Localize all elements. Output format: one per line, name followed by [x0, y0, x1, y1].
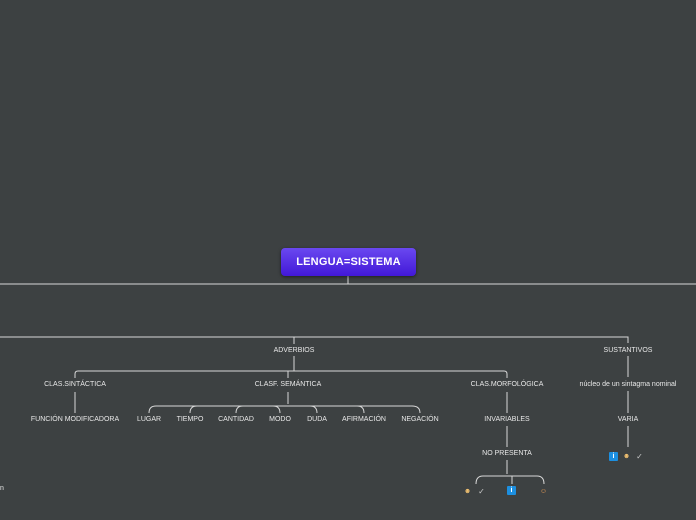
topic-varia[interactable]: VARIA: [617, 416, 639, 423]
topic-sustantivos[interactable]: SUSTANTIVOS: [603, 347, 653, 354]
topic-duda[interactable]: DUDA: [307, 416, 327, 423]
topic-tiempo[interactable]: TIEMPO: [176, 416, 204, 423]
topic-clas-morfologica[interactable]: CLAS.MORFOLÓGICA: [470, 381, 544, 388]
topic-nucleo-sintagma[interactable]: núcleo de un sintagma nominal: [579, 381, 677, 388]
topic-funcion-modificadora[interactable]: FUNCIÓN MODIFICADORA: [30, 416, 120, 423]
info-icon[interactable]: i: [609, 452, 618, 461]
root-topic-label: LENGUA=SISTEMA: [296, 256, 401, 268]
checkmark-icon[interactable]: ✓: [636, 452, 643, 461]
topic-clasf-semantica[interactable]: CLASF. SEMÁNTICA: [254, 381, 322, 388]
person-icon[interactable]: ☻: [463, 488, 472, 495]
info-icon[interactable]: i: [507, 486, 516, 495]
topic-no-presenta[interactable]: NO PRESENTA: [482, 450, 532, 457]
topic-adverbios[interactable]: ADVERBIOS: [273, 347, 315, 354]
root-topic[interactable]: LENGUA=SISTEMA: [281, 248, 416, 276]
topic-modo[interactable]: MODO: [269, 416, 291, 423]
checkmark-icon[interactable]: ✓: [478, 487, 485, 496]
topic-invariables[interactable]: INVARIABLES: [484, 416, 530, 423]
topic-negacion[interactable]: NEGACIÓN: [401, 416, 439, 423]
topic-cantidad[interactable]: CANTIDAD: [218, 416, 254, 423]
topic-offscreen-fragment[interactable]: n: [0, 485, 4, 492]
topic-afirmacion[interactable]: AFIRMACIÓN: [342, 416, 386, 423]
teacher-icon[interactable]: ☺: [539, 488, 548, 495]
person-icon[interactable]: ☻: [622, 453, 631, 460]
topic-lugar[interactable]: LUGAR: [136, 416, 162, 423]
topic-clas-sintactica[interactable]: CLAS.SINTÁCTICA: [44, 381, 106, 388]
